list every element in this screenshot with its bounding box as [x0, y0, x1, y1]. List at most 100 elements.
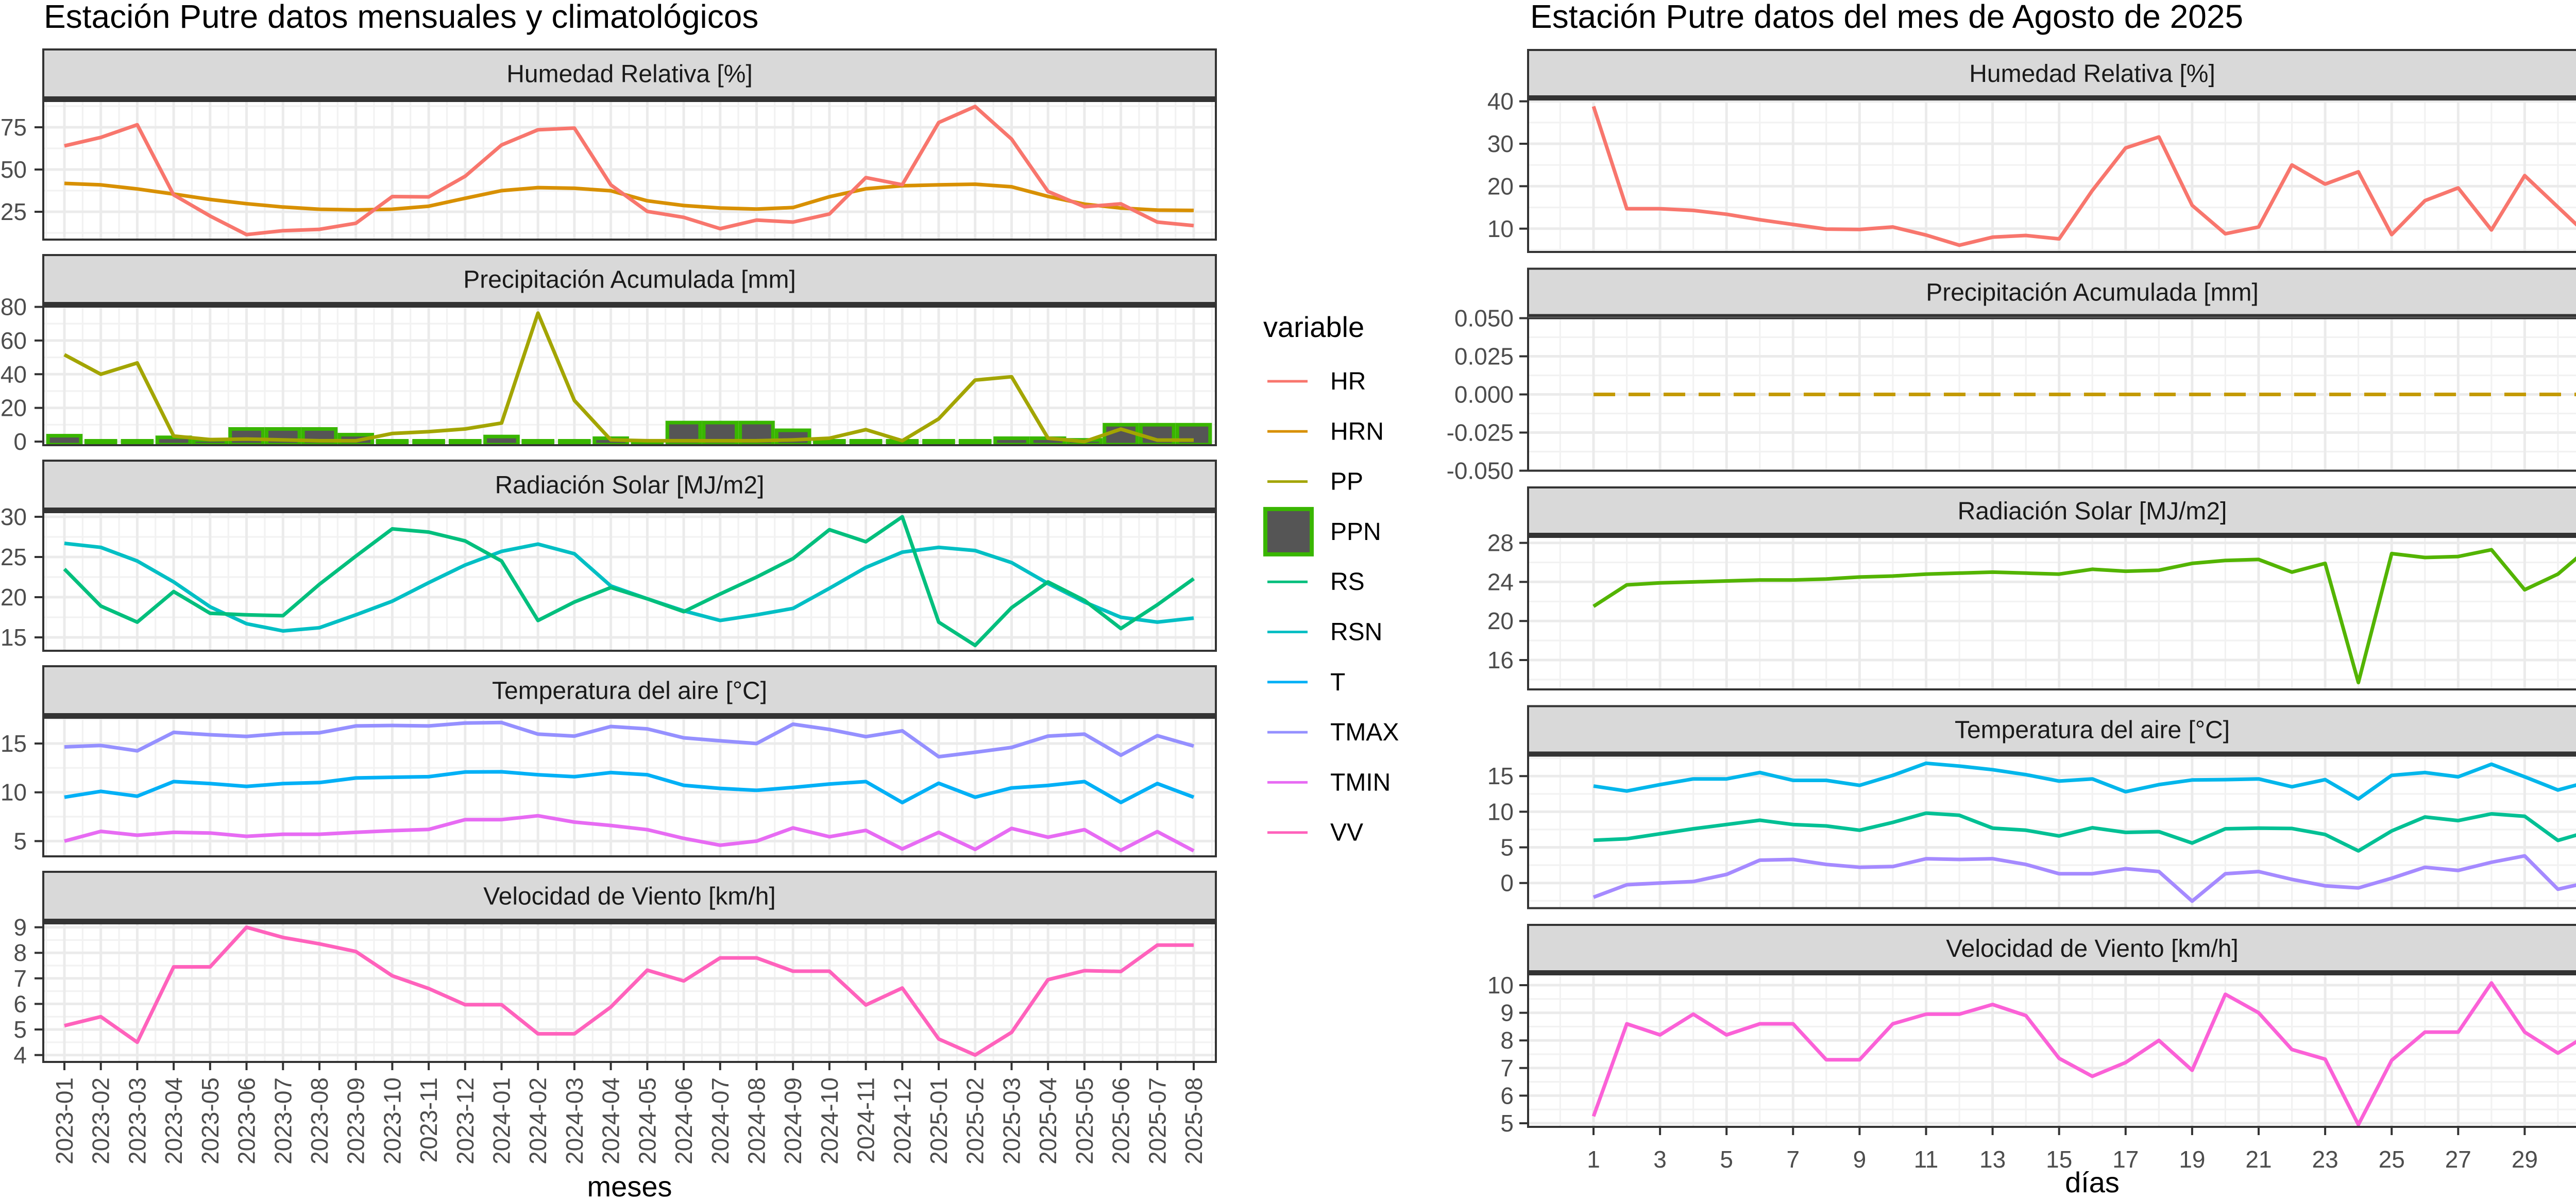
- svg-text:15: 15: [1487, 763, 1514, 789]
- svg-text:2023-01: 2023-01: [51, 1077, 78, 1164]
- svg-text:Precipitación Acumulada [mm]: Precipitación Acumulada [mm]: [463, 266, 796, 294]
- svg-text:TMIN: TMIN: [1330, 769, 1391, 796]
- svg-text:25: 25: [2379, 1146, 2405, 1173]
- svg-text:Humedad Relativa [%]: Humedad Relativa [%]: [506, 61, 753, 88]
- svg-text:15: 15: [2046, 1146, 2072, 1173]
- svg-text:2024-02: 2024-02: [524, 1077, 551, 1164]
- svg-text:2025-04: 2025-04: [1035, 1077, 1061, 1164]
- svg-text:días: días: [2065, 1166, 2120, 1198]
- svg-text:9: 9: [1500, 1000, 1514, 1026]
- svg-text:10: 10: [1487, 798, 1514, 825]
- svg-text:6: 6: [1500, 1082, 1514, 1109]
- svg-text:50: 50: [1, 156, 27, 183]
- svg-text:20: 20: [1, 584, 27, 611]
- svg-text:0.000: 0.000: [1454, 381, 1514, 408]
- svg-text:40: 40: [1, 361, 27, 387]
- svg-text:2023-08: 2023-08: [306, 1077, 333, 1164]
- svg-text:2023-03: 2023-03: [124, 1077, 150, 1164]
- svg-text:15: 15: [1, 730, 27, 757]
- svg-text:Radiación Solar [MJ/m2]: Radiación Solar [MJ/m2]: [495, 472, 765, 499]
- svg-text:28: 28: [1487, 530, 1514, 556]
- svg-text:80: 80: [1, 294, 27, 320]
- svg-text:19: 19: [2179, 1146, 2205, 1173]
- svg-text:2023-04: 2023-04: [160, 1077, 187, 1164]
- svg-text:5: 5: [1500, 1110, 1514, 1137]
- svg-text:11: 11: [1914, 1146, 1939, 1173]
- svg-text:2023-11: 2023-11: [415, 1077, 442, 1162]
- svg-text:7: 7: [13, 965, 27, 992]
- svg-text:2023-10: 2023-10: [379, 1077, 405, 1164]
- svg-text:2024-04: 2024-04: [598, 1077, 624, 1164]
- svg-text:25: 25: [1, 544, 27, 570]
- svg-text:15: 15: [1, 624, 27, 651]
- svg-text:Precipitación Acumulada [mm]: Precipitación Acumulada [mm]: [1926, 279, 2259, 307]
- svg-text:2024-11: 2024-11: [853, 1077, 879, 1162]
- svg-text:13: 13: [1979, 1146, 2006, 1173]
- svg-text:5: 5: [1500, 834, 1514, 861]
- svg-text:2024-10: 2024-10: [816, 1077, 843, 1164]
- svg-text:RS: RS: [1330, 568, 1365, 596]
- svg-text:PP: PP: [1330, 468, 1363, 496]
- svg-text:24: 24: [1487, 568, 1514, 595]
- svg-text:7: 7: [1787, 1146, 1800, 1173]
- svg-text:40: 40: [1487, 88, 1514, 115]
- svg-text:16: 16: [1487, 647, 1514, 673]
- svg-text:2025-03: 2025-03: [998, 1077, 1025, 1164]
- svg-text:9: 9: [13, 914, 27, 941]
- svg-text:2024-12: 2024-12: [889, 1077, 916, 1164]
- svg-text:Velocidad de Viento [km/h]: Velocidad de Viento [km/h]: [483, 883, 776, 910]
- svg-text:T: T: [1330, 669, 1345, 696]
- svg-text:PPN: PPN: [1330, 518, 1381, 546]
- svg-text:0: 0: [1500, 870, 1514, 897]
- svg-text:2023-02: 2023-02: [88, 1077, 114, 1164]
- svg-text:2024-07: 2024-07: [707, 1077, 734, 1164]
- svg-text:3: 3: [1653, 1146, 1667, 1173]
- svg-text:Radiación Solar [MJ/m2]: Radiación Solar [MJ/m2]: [1958, 498, 2227, 525]
- svg-text:TMAX: TMAX: [1330, 719, 1399, 746]
- svg-text:2024-03: 2024-03: [561, 1077, 588, 1164]
- svg-text:6: 6: [13, 990, 27, 1017]
- svg-text:Temperatura del aire [°C]: Temperatura del aire [°C]: [1955, 717, 2230, 744]
- svg-text:7: 7: [1500, 1055, 1514, 1082]
- svg-text:2023-05: 2023-05: [197, 1077, 224, 1164]
- svg-text:Humedad Relativa [%]: Humedad Relativa [%]: [1969, 60, 2215, 88]
- svg-text:HRN: HRN: [1330, 418, 1384, 445]
- svg-text:2024-06: 2024-06: [670, 1077, 697, 1164]
- svg-text:30: 30: [1, 503, 27, 530]
- svg-text:2025-07: 2025-07: [1144, 1077, 1171, 1164]
- svg-text:5: 5: [13, 1016, 27, 1043]
- svg-text:10: 10: [1487, 215, 1514, 242]
- svg-text:0.025: 0.025: [1454, 343, 1514, 370]
- svg-text:Temperatura del aire [°C]: Temperatura del aire [°C]: [492, 678, 767, 705]
- svg-text:21: 21: [2245, 1146, 2272, 1173]
- svg-text:HR: HR: [1330, 368, 1366, 395]
- svg-text:2023-12: 2023-12: [452, 1077, 479, 1164]
- svg-text:2024-05: 2024-05: [634, 1077, 660, 1164]
- svg-text:23: 23: [2312, 1146, 2338, 1173]
- svg-text:2024-08: 2024-08: [743, 1077, 770, 1164]
- svg-text:2025-08: 2025-08: [1180, 1077, 1207, 1164]
- svg-text:RSN: RSN: [1330, 619, 1382, 646]
- svg-text:2025-05: 2025-05: [1071, 1077, 1098, 1164]
- svg-text:2023-07: 2023-07: [269, 1077, 296, 1164]
- svg-text:2023-06: 2023-06: [233, 1077, 260, 1164]
- svg-text:9: 9: [1853, 1146, 1867, 1173]
- svg-text:75: 75: [1, 114, 27, 141]
- svg-text:27: 27: [2445, 1146, 2471, 1173]
- svg-text:VV: VV: [1330, 819, 1363, 847]
- svg-text:Estación Putre datos mensuales: Estación Putre datos mensuales y climato…: [44, 0, 758, 35]
- svg-text:30: 30: [1487, 130, 1514, 157]
- svg-text:10: 10: [1, 779, 27, 806]
- svg-text:5: 5: [1720, 1146, 1733, 1173]
- svg-text:2025-02: 2025-02: [962, 1077, 989, 1164]
- svg-text:20: 20: [1487, 607, 1514, 634]
- svg-text:8: 8: [1500, 1027, 1514, 1054]
- svg-text:17: 17: [2112, 1146, 2139, 1173]
- svg-text:10: 10: [1487, 972, 1514, 999]
- svg-text:2025-06: 2025-06: [1108, 1077, 1134, 1164]
- svg-text:60: 60: [1, 327, 27, 354]
- svg-text:1: 1: [1587, 1146, 1600, 1173]
- svg-text:29: 29: [2512, 1146, 2538, 1173]
- svg-text:2024-01: 2024-01: [488, 1077, 515, 1164]
- svg-text:-0.050: -0.050: [1447, 458, 1514, 484]
